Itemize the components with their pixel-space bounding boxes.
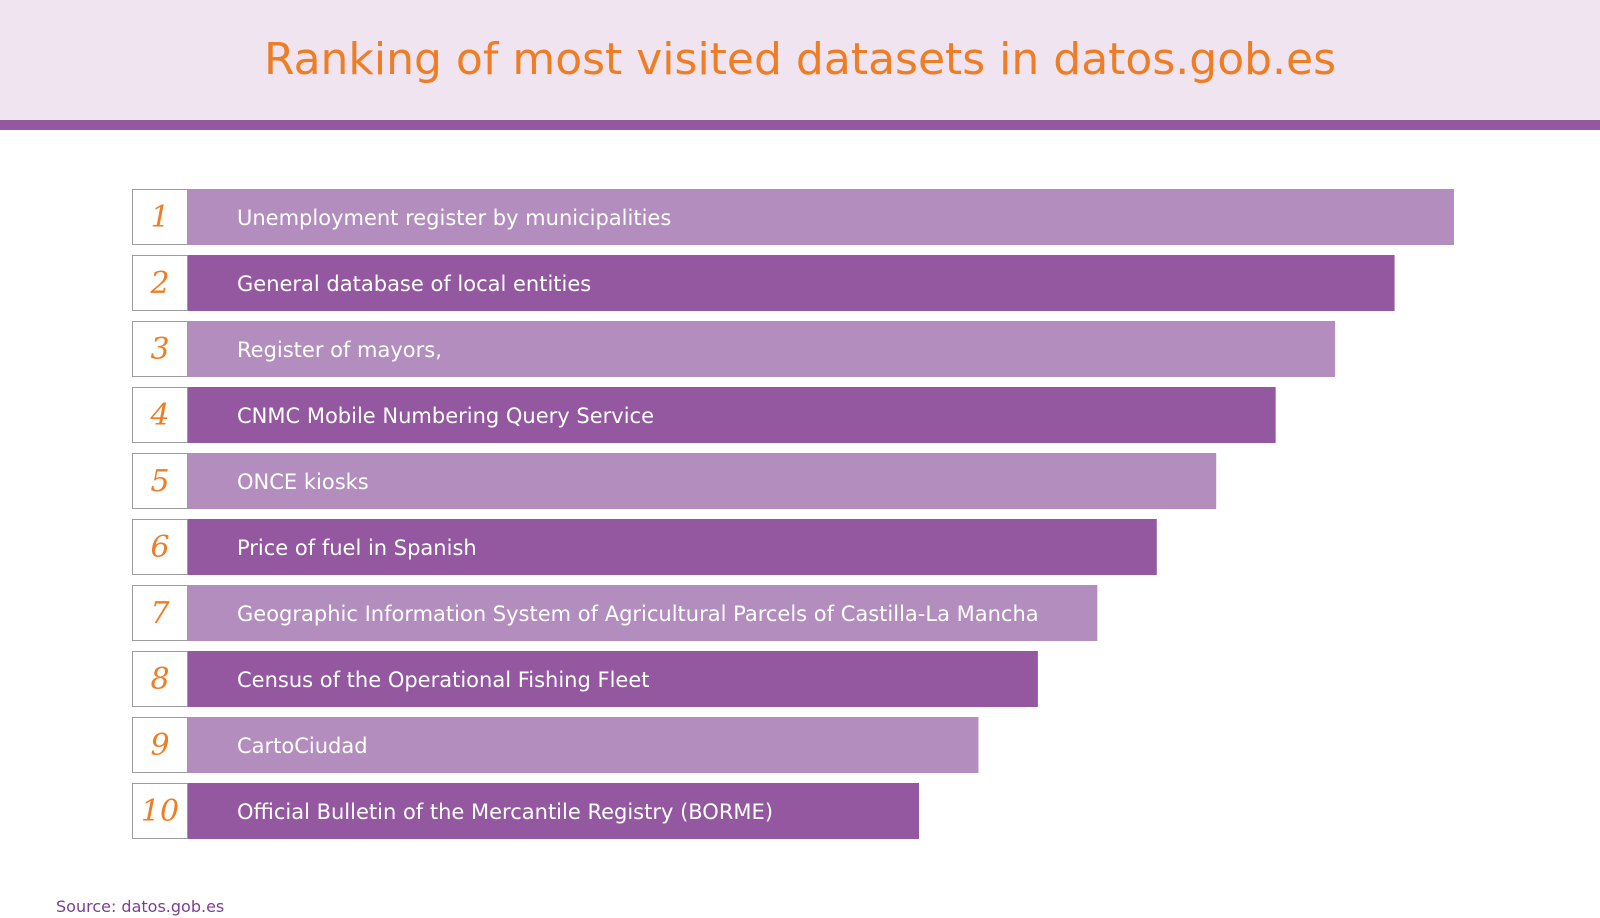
rank-box [132, 717, 188, 773]
dataset-label: ONCE kiosks [237, 470, 369, 494]
dataset-label: Census of the Operational Fishing Fleet [237, 668, 649, 692]
ranking-bar [188, 321, 1336, 377]
dataset-label: Unemployment register by municipalities [237, 206, 671, 230]
ranking-bar [188, 585, 1098, 641]
ranking-bar [188, 453, 1217, 509]
dataset-label: Official Bulletin of the Mercantile Regi… [237, 800, 773, 824]
rank-box [132, 387, 188, 443]
rank-number: 2 [149, 266, 169, 301]
dataset-label: General database of local entities [237, 272, 591, 296]
ranking-bar [188, 783, 919, 839]
rank-box [132, 255, 188, 311]
rank-number: 3 [150, 332, 169, 367]
rank-number: 7 [150, 596, 170, 631]
rank-number: 6 [150, 530, 169, 565]
dataset-label: Price of fuel in Spanish [237, 536, 477, 560]
ranking-bar [188, 255, 1395, 311]
header-rule [0, 120, 1600, 130]
rank-box [132, 321, 188, 377]
ranking-bar [188, 717, 979, 773]
ranking-bar [188, 651, 1038, 707]
rank-box [132, 519, 188, 575]
dataset-label: CNMC Mobile Numbering Query Service [237, 404, 654, 428]
dataset-label: CartoCiudad [237, 734, 368, 758]
rank-box [132, 783, 188, 839]
header-band [0, 0, 1600, 120]
rank-number: 8 [150, 662, 169, 697]
rank-number: 5 [150, 464, 169, 499]
rank-box [132, 651, 188, 707]
rank-box [132, 189, 188, 245]
rank-box [132, 585, 188, 641]
rank-number: 9 [150, 728, 169, 763]
rank-number: 4 [149, 398, 169, 433]
source-note: Source: datos.gob.es [56, 897, 225, 916]
ranking-bar [188, 387, 1276, 443]
chart-title: Ranking of most visited datasets in dato… [263, 34, 1337, 85]
ranking-bar [188, 519, 1157, 575]
dataset-label: Geographic Information System of Agricul… [237, 602, 1039, 626]
rank-box [132, 453, 188, 509]
ranking-bar [188, 189, 1454, 245]
rank-number: 10 [141, 794, 179, 829]
rank-number: 1 [150, 200, 169, 235]
dataset-label: Register of mayors, [237, 338, 442, 362]
